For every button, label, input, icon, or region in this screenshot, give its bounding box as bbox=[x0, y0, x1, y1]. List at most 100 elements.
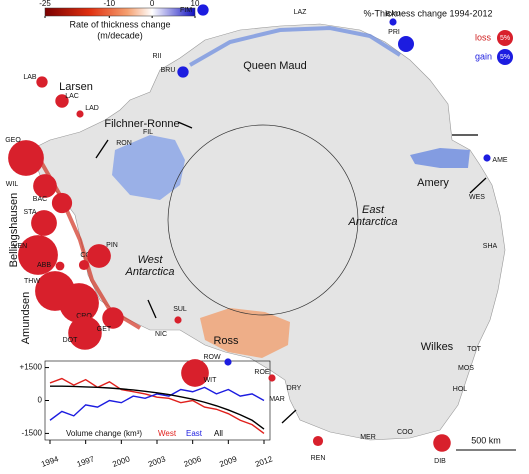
shelf-circle bbox=[102, 307, 124, 329]
shelf-label: ROE bbox=[254, 369, 270, 376]
shelf-label: THW bbox=[24, 278, 40, 285]
x-tick-label: 2006 bbox=[183, 454, 203, 469]
shelf-circle bbox=[78, 259, 90, 271]
shelf-label: PRI bbox=[388, 29, 400, 36]
legend-entry: West bbox=[158, 429, 177, 438]
divider bbox=[469, 177, 487, 194]
shelf-circle bbox=[433, 434, 451, 452]
shelf-label: AME bbox=[492, 157, 508, 164]
maud-coast bbox=[189, 25, 402, 67]
shelf-label: GEO bbox=[5, 137, 21, 144]
region-label: Amery bbox=[417, 177, 449, 189]
divider bbox=[95, 139, 109, 159]
x-tick-label: 2009 bbox=[218, 454, 238, 469]
divider bbox=[147, 299, 157, 319]
shelf-circle bbox=[36, 76, 48, 88]
shelf-label: FIM bbox=[180, 7, 192, 14]
shelf-label: NIC bbox=[155, 331, 167, 338]
legend-circle bbox=[497, 30, 513, 46]
shelf-label: WIL bbox=[6, 181, 19, 188]
shelf-label: BRU bbox=[161, 67, 176, 74]
shelf-circle bbox=[483, 154, 491, 162]
shelf-circle bbox=[8, 140, 44, 176]
x-tick-label: 2000 bbox=[111, 454, 131, 469]
colorbar-tick-label: 0 bbox=[150, 0, 155, 8]
legend-loss: loss bbox=[475, 32, 492, 42]
shelf-label: STA bbox=[23, 209, 36, 216]
region-label: Larsen bbox=[59, 81, 93, 93]
shelf-label: TOT bbox=[467, 346, 482, 353]
shelf-label: BAC bbox=[33, 196, 47, 203]
shelf-label: MAR bbox=[269, 396, 285, 403]
shelf-label: HOL bbox=[453, 386, 468, 393]
filchner-shelf bbox=[112, 135, 185, 200]
x-tick-label: 1997 bbox=[76, 454, 96, 469]
shelf-label: FIL bbox=[143, 129, 153, 136]
shelf-label: LAC bbox=[65, 93, 79, 100]
y-tick-label: +1500 bbox=[20, 363, 43, 372]
divider bbox=[177, 121, 193, 129]
series-line bbox=[49, 377, 265, 434]
shelf-label: LAZ bbox=[294, 9, 308, 16]
series-line bbox=[49, 386, 265, 421]
shelf-circle bbox=[18, 235, 58, 275]
shelf-circle bbox=[33, 174, 57, 198]
shelf-circle bbox=[224, 358, 232, 366]
scale-label: 500 km bbox=[471, 435, 501, 445]
continent bbox=[29, 23, 506, 441]
shelf-circle bbox=[197, 4, 209, 16]
shelf-circle bbox=[87, 244, 111, 268]
shelf-label: SHA bbox=[483, 243, 498, 250]
region-label: West Antarctica bbox=[125, 254, 175, 278]
colorbar bbox=[44, 7, 196, 17]
shelf-label: DRY bbox=[287, 385, 302, 392]
legend-size: 5% bbox=[500, 35, 510, 42]
amery-shelf bbox=[410, 148, 470, 168]
region-label: Filchner-Ronne bbox=[104, 118, 179, 130]
shelf-label: LAD bbox=[85, 105, 99, 112]
shelf-label: LAB bbox=[23, 74, 37, 81]
legend-title: %-Thickness change 1994-2012 bbox=[363, 8, 492, 18]
legend-entry: All bbox=[214, 429, 223, 438]
divider bbox=[281, 409, 297, 424]
legend-entry: East bbox=[186, 429, 203, 438]
shelf-label: VEN bbox=[13, 243, 27, 250]
pole-circle bbox=[167, 124, 359, 316]
shelf-circle bbox=[181, 359, 209, 387]
shelf-label: PIN bbox=[106, 242, 118, 249]
x-tick-label: 2003 bbox=[147, 454, 167, 469]
region-label: Ross bbox=[213, 335, 239, 347]
shelf-circle bbox=[55, 94, 69, 108]
shelf-circle bbox=[68, 316, 102, 350]
shelf-label: RON bbox=[116, 140, 132, 147]
legend-size: 5% bbox=[500, 54, 510, 61]
shelf-circle bbox=[389, 18, 397, 26]
colorbar-tick-label: -25 bbox=[39, 0, 51, 8]
region-label: Amundsen bbox=[20, 292, 32, 345]
shelf-circle bbox=[312, 435, 324, 447]
x-tick-label: 2012 bbox=[254, 454, 274, 469]
shelf-circle bbox=[51, 192, 73, 214]
colorbar-tick-label: 10 bbox=[191, 0, 200, 8]
shelf-label: WES bbox=[469, 194, 485, 201]
shelf-label: REN bbox=[311, 455, 326, 462]
shelf-label: GET bbox=[97, 326, 112, 333]
region-label: Bellingshausen bbox=[8, 193, 20, 268]
shelf-label: WIT bbox=[204, 377, 218, 384]
colorbar-tick-label: -10 bbox=[104, 0, 116, 8]
shelf-circle bbox=[398, 36, 414, 52]
region-label: Wilkes bbox=[421, 341, 454, 353]
ross-shelf bbox=[200, 308, 290, 358]
shelf-label: DOT bbox=[63, 337, 79, 344]
y-tick-label: -1500 bbox=[22, 429, 43, 438]
shelf-circle bbox=[55, 261, 65, 271]
shelf-label: MER bbox=[360, 434, 376, 441]
shelf-circle bbox=[268, 374, 276, 382]
region-label: Queen Maud bbox=[243, 60, 307, 72]
shelf-circle bbox=[174, 316, 182, 324]
shelf-label: MOS bbox=[458, 365, 474, 372]
shelf-label: ROW bbox=[203, 354, 221, 361]
y-tick-label: 0 bbox=[38, 396, 43, 405]
shelf-circle bbox=[177, 66, 189, 78]
